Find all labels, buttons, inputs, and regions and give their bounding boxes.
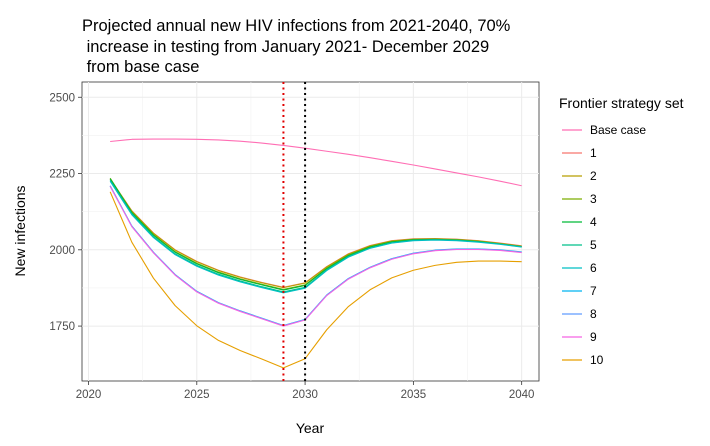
- title-line-3: from base case: [82, 58, 199, 76]
- series-line-10: [109, 191, 522, 369]
- legend-label: 1: [590, 146, 597, 160]
- reference-lines: [282, 82, 307, 381]
- y-tick-label: 2250: [49, 169, 75, 181]
- x-tick-label: 2020: [76, 389, 102, 401]
- x-tick-label: 2030: [292, 389, 318, 401]
- legend-label: 10: [590, 353, 604, 367]
- legend-label: 9: [590, 330, 597, 344]
- legend-label: 8: [590, 307, 597, 321]
- series-line-6: [109, 180, 522, 294]
- legend-label: 2: [590, 169, 597, 183]
- x-tick-label: 2040: [509, 389, 535, 401]
- legend-label: 4: [590, 215, 597, 229]
- title-line-1: Projected annual new HIV infections from…: [82, 17, 511, 35]
- y-tick-label: 2500: [49, 92, 75, 104]
- plot-panel: [81, 81, 540, 382]
- legend-label: 5: [590, 238, 597, 252]
- legend-items: Base case 1 2 3 4 5 6 7 8 9 10: [562, 123, 646, 367]
- x-tick-label: 2025: [184, 389, 210, 401]
- legend-label: 7: [590, 284, 597, 298]
- legend-title: Frontier strategy set: [559, 95, 684, 111]
- series-lines: [109, 138, 522, 369]
- x-tick-label: 2035: [401, 389, 427, 401]
- y-axis-title: New infections: [12, 185, 28, 276]
- title-line-2: increase in testing from January 2021- D…: [82, 38, 489, 56]
- series-line-9: [109, 186, 522, 327]
- y-tick-label: 1750: [49, 321, 75, 333]
- legend-label: Base case: [590, 123, 646, 137]
- x-axis: 2020 2025 2030 2035 2040: [76, 381, 535, 401]
- series-line-base-case: [110, 138, 522, 187]
- y-axis: 1750 2000 2250 2500: [49, 92, 82, 333]
- legend: Frontier strategy set Base case 1 2 3 4 5 6 7 8 9…: [559, 95, 684, 367]
- legend-label: 3: [590, 192, 597, 206]
- x-axis-title: Year: [296, 420, 325, 436]
- chart-title: Projected annual new HIV infections from…: [82, 17, 511, 76]
- y-tick-label: 2000: [49, 245, 75, 257]
- legend-label: 6: [590, 261, 597, 275]
